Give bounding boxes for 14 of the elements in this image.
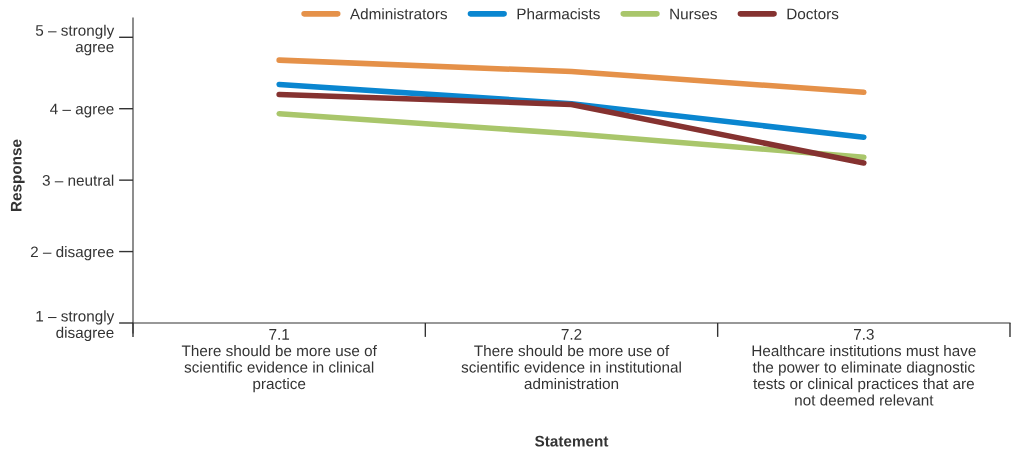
y-tick-label: 3 – neutral — [42, 174, 114, 186]
legend-label: Doctors — [787, 8, 839, 20]
x-tick-label: 7.1 There should be more use of scientific evidence in clinical practice — [181, 329, 377, 393]
y-tick-label: 4 – agree — [50, 103, 114, 118]
x-tick-label: 7.3 Healthcare institutions must have the power to eliminate diagnostic tests or clinical practices that are not deemed relevant — [752, 328, 976, 406]
y-tick-label: 2 – disagree — [30, 246, 114, 261]
y-tick-label: 1 – strongly disagree — [36, 310, 115, 342]
y-tick-label: 5 – strongly agree — [35, 24, 115, 56]
x-tick-label: 7.2 There should be more use of scientific evidence in institutional administration — [461, 328, 681, 390]
legend-label: Administrators — [349, 8, 448, 20]
x-axis-title: Statement — [535, 435, 609, 447]
y-axis-title: Response — [10, 139, 25, 211]
legend-label: Pharmacists — [517, 8, 600, 20]
legend-label: Nurses — [670, 8, 717, 20]
